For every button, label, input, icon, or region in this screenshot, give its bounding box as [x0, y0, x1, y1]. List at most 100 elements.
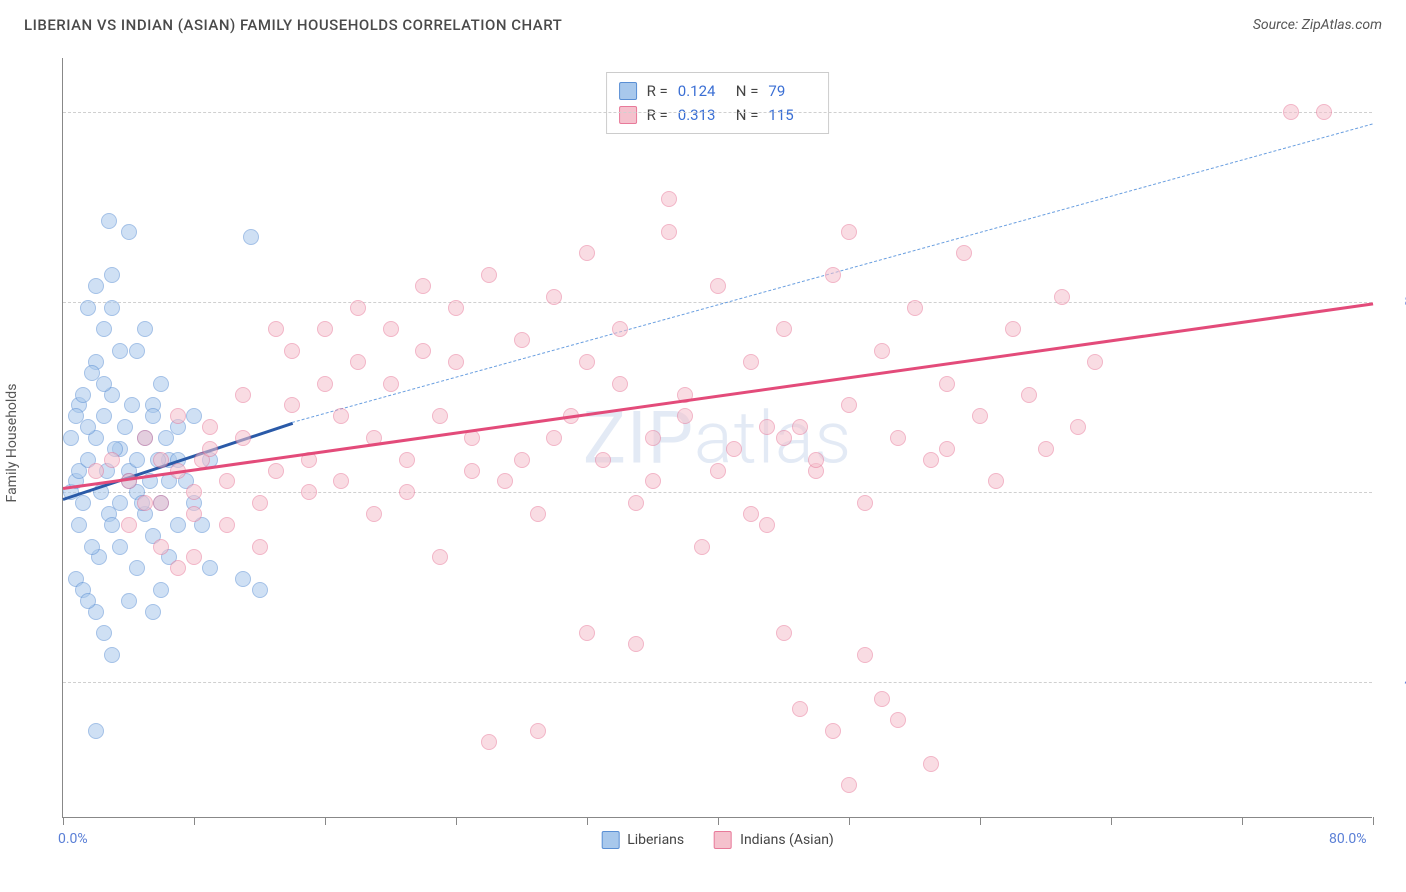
data-point: [497, 473, 513, 489]
data-point: [104, 647, 120, 663]
data-point: [939, 376, 955, 392]
gridline: [63, 112, 1372, 113]
data-point: [383, 321, 399, 337]
data-point: [1316, 104, 1332, 120]
swatch-liberians: [619, 82, 637, 100]
data-point: [96, 625, 112, 641]
data-point: [579, 245, 595, 261]
data-point: [612, 321, 628, 337]
data-point: [112, 343, 128, 359]
data-point: [432, 549, 448, 565]
data-point: [366, 506, 382, 522]
data-point: [121, 224, 137, 240]
data-point: [546, 289, 562, 305]
data-point: [75, 387, 91, 403]
legend-row-indians: R = 0.313 N = 115: [619, 103, 817, 127]
x-tick: [980, 817, 981, 825]
data-point: [137, 430, 153, 446]
data-point: [268, 321, 284, 337]
data-point: [1070, 419, 1086, 435]
data-point: [153, 495, 169, 511]
data-point: [481, 267, 497, 283]
data-point: [186, 484, 202, 500]
data-point: [235, 571, 251, 587]
data-point: [202, 419, 218, 435]
data-point: [84, 365, 100, 381]
data-point: [333, 473, 349, 489]
data-point: [170, 408, 186, 424]
data-point: [301, 484, 317, 500]
data-point: [186, 506, 202, 522]
data-point: [857, 495, 873, 511]
data-point: [1021, 387, 1037, 403]
data-point: [117, 419, 133, 435]
data-point: [68, 408, 84, 424]
data-point: [792, 701, 808, 717]
chart-container: Family Households ZIPatlas R = 0.124 N =…: [22, 48, 1384, 838]
data-point: [1054, 289, 1070, 305]
data-point: [71, 517, 87, 533]
data-point: [153, 539, 169, 555]
data-point: [350, 354, 366, 370]
data-point: [923, 756, 939, 772]
legend-row-liberians: R = 0.124 N = 79: [619, 79, 817, 103]
data-point: [88, 278, 104, 294]
data-point: [776, 321, 792, 337]
data-point: [628, 636, 644, 652]
data-point: [252, 495, 268, 511]
data-point: [219, 517, 235, 533]
chart-title: LIBERIAN VS INDIAN (ASIAN) FAMILY HOUSEH…: [24, 16, 562, 34]
data-point: [694, 539, 710, 555]
data-point: [350, 300, 366, 316]
data-point: [333, 408, 349, 424]
data-point: [481, 734, 497, 750]
data-point: [825, 267, 841, 283]
data-point: [399, 484, 415, 500]
data-point: [1087, 354, 1103, 370]
data-point: [186, 549, 202, 565]
data-point: [923, 452, 939, 468]
data-point: [776, 430, 792, 446]
data-point: [579, 625, 595, 641]
data-point: [129, 343, 145, 359]
data-point: [677, 408, 693, 424]
data-point: [645, 473, 661, 489]
data-point: [874, 343, 890, 359]
x-tick: [849, 817, 850, 825]
legend-item-liberians: Liberians: [601, 831, 684, 849]
data-point: [252, 539, 268, 555]
data-point: [595, 452, 611, 468]
data-point: [661, 224, 677, 240]
data-point: [101, 213, 117, 229]
x-tick-label: 80.0%: [1329, 831, 1367, 847]
data-point: [841, 777, 857, 793]
correlation-legend: R = 0.124 N = 79 R = 0.313 N = 115: [606, 72, 830, 134]
data-point: [661, 191, 677, 207]
data-point: [743, 506, 759, 522]
swatch-indians: [619, 106, 637, 124]
chart-header: LIBERIAN VS INDIAN (ASIAN) FAMILY HOUSEH…: [0, 0, 1406, 40]
swatch-liberians-bottom: [601, 831, 619, 849]
data-point: [890, 712, 906, 728]
data-point: [219, 473, 235, 489]
data-point: [579, 354, 595, 370]
data-point: [383, 376, 399, 392]
data-point: [857, 647, 873, 663]
data-point: [137, 321, 153, 337]
data-point: [243, 229, 259, 245]
data-point: [104, 267, 120, 283]
swatch-indians-bottom: [714, 831, 732, 849]
gridline: [63, 492, 1372, 493]
data-point: [153, 376, 169, 392]
gridline: [63, 302, 1372, 303]
data-point: [448, 354, 464, 370]
data-point: [1005, 321, 1021, 337]
data-point: [726, 441, 742, 457]
chart-source: Source: ZipAtlas.com: [1253, 17, 1382, 33]
x-tick: [1373, 817, 1374, 825]
data-point: [415, 343, 431, 359]
data-point: [317, 321, 333, 337]
data-point: [145, 408, 161, 424]
data-point: [710, 278, 726, 294]
data-point: [202, 560, 218, 576]
